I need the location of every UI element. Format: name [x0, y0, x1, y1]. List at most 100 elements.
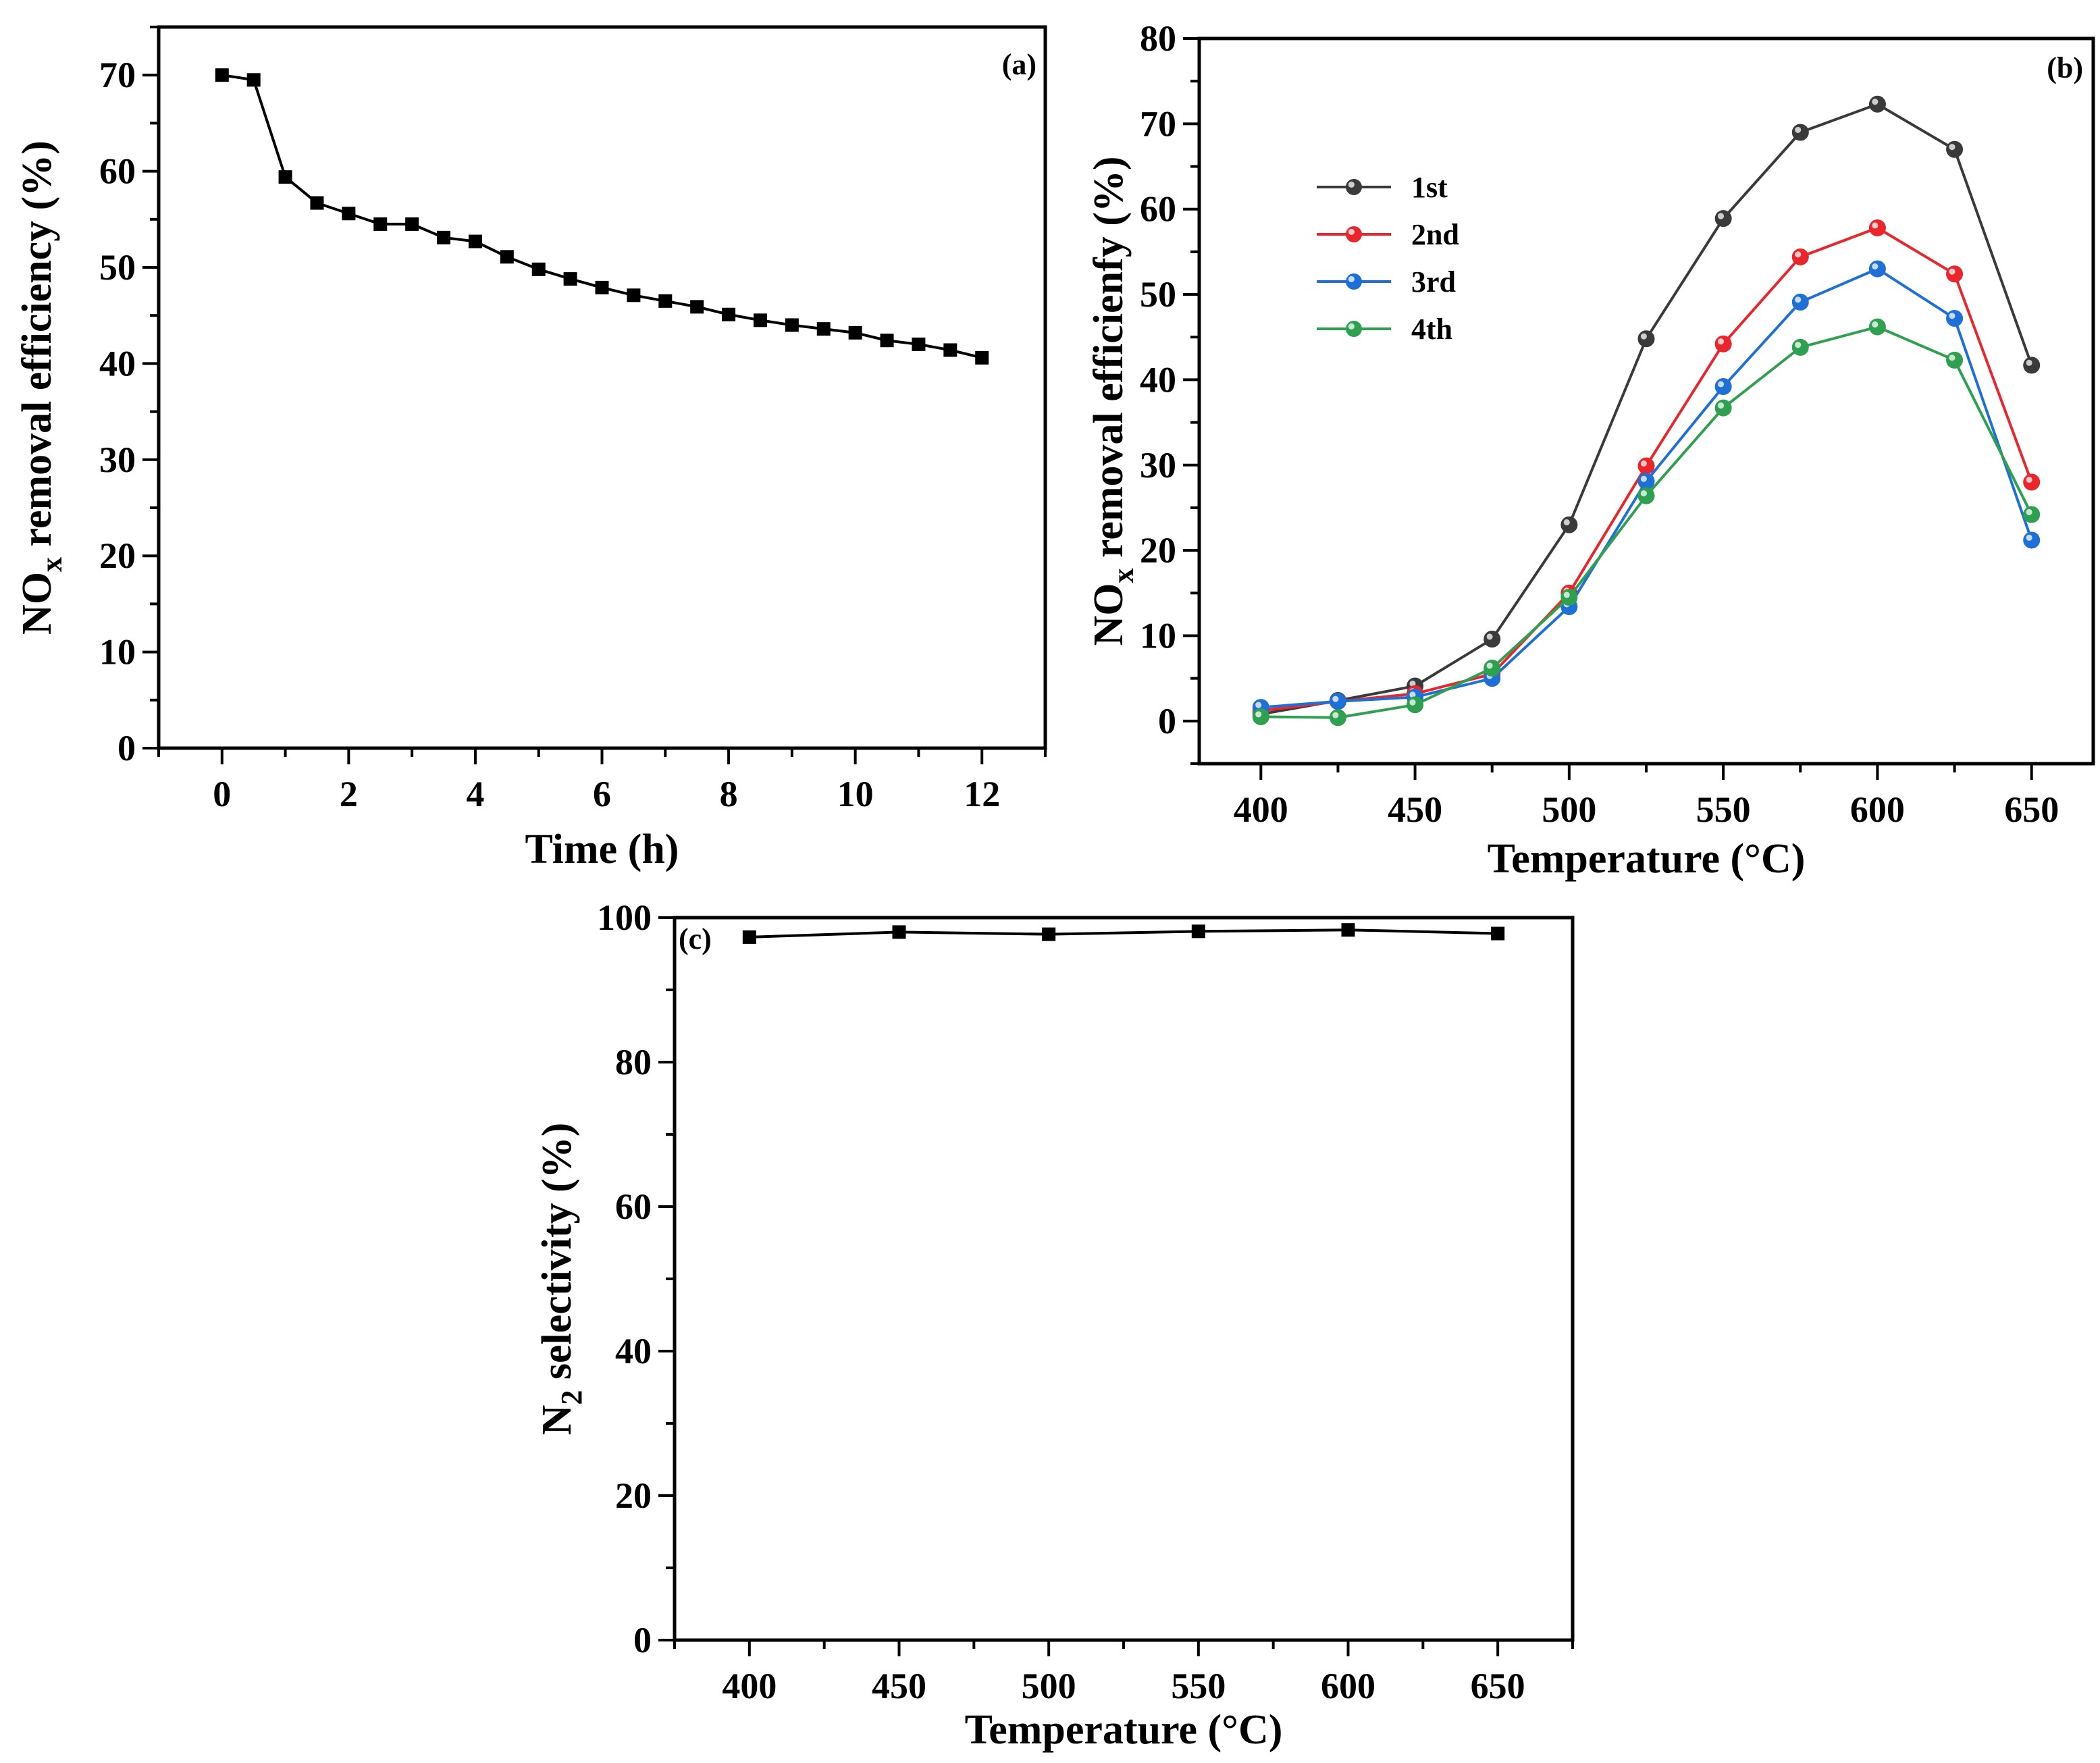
y-tick-label: 40 — [615, 1331, 652, 1371]
data-point — [880, 334, 894, 348]
legend-label: 1st — [1411, 171, 1448, 204]
legend-marker — [1346, 321, 1362, 337]
y-tick-label: 20 — [615, 1475, 652, 1516]
legend-label: 2nd — [1411, 218, 1459, 251]
y-tick-label: 0 — [117, 728, 136, 768]
panel-label: (a) — [1002, 48, 1036, 81]
series-line — [1260, 103, 2033, 716]
data-point — [1407, 696, 1424, 714]
y-tick-label: 10 — [99, 632, 136, 673]
x-tick-label: 650 — [1471, 1666, 1525, 1706]
data-point — [1868, 318, 1886, 336]
data-point — [1714, 335, 1732, 352]
data-point — [690, 300, 704, 314]
x-tick-label: 650 — [2004, 789, 2059, 830]
chart-panel-a: 0 2 4 6 8 10 12 0 10 20 30 40 50 60 70 Time (h) NOx remo… — [14, 25, 1047, 872]
x-tick-label: 450 — [872, 1666, 926, 1706]
data-point-highlight — [2026, 534, 2032, 541]
data-point — [722, 307, 736, 321]
data-point-highlight — [1563, 591, 1570, 598]
y-axis-label: NOx removal efficienfy (%) — [1086, 156, 1140, 646]
data-point-highlight — [1486, 662, 1493, 669]
x-tick-label: 600 — [1850, 789, 1905, 830]
series-line — [1261, 325, 2033, 719]
data-point-highlight — [1949, 144, 1955, 151]
plot-frame — [673, 916, 1575, 1642]
data-point — [816, 322, 831, 336]
y-tick-label: 70 — [1140, 103, 1176, 144]
data-point-highlight — [1332, 695, 1339, 702]
x-tick-label: 400 — [722, 1666, 777, 1706]
data-point — [1329, 709, 1346, 727]
data-point-highlight — [1409, 680, 1416, 687]
data-point-highlight — [1717, 402, 1725, 409]
y-axis-label-subscript: 2 — [555, 1390, 588, 1405]
data-point — [1637, 457, 1655, 475]
data-point-highlight — [1949, 268, 1955, 275]
y-tick-label: 20 — [99, 535, 136, 576]
chart-panel-c: 400 450 500 550 600 650 0 20 40 60 80 100 Temperatur… — [534, 897, 1575, 1753]
y-tick-label: 40 — [1140, 359, 1176, 400]
legend-label: 4th — [1411, 313, 1452, 346]
data-point-highlight — [1872, 222, 1879, 229]
data-point — [1484, 659, 1501, 677]
data-point-highlight — [1872, 263, 1879, 270]
y-axis-label: N2 selectivity (%) — [534, 1123, 588, 1436]
data-point-highlight — [1717, 338, 1725, 345]
data-point-highlight — [1409, 699, 1416, 706]
data-point — [1946, 309, 1964, 327]
x-tick-label: 0 — [213, 774, 231, 814]
data-point — [1868, 95, 1886, 113]
data-point — [1946, 265, 1964, 283]
data-point-highlight — [1332, 712, 1339, 718]
data-point-highlight — [2026, 476, 2032, 483]
y-tick-label: 80 — [615, 1042, 652, 1082]
x-tick-label: 550 — [1696, 789, 1751, 830]
x-axis-label: Temperature (°C) — [1488, 836, 1806, 882]
data-point — [1560, 516, 1578, 533]
data-point — [405, 217, 419, 231]
data-point-highlight — [1795, 296, 1802, 303]
y-tick-label: 0 — [1158, 701, 1176, 741]
legend-marker-highlight — [1348, 275, 1355, 282]
legend-marker-highlight — [1348, 228, 1355, 235]
data-point-highlight — [1949, 354, 1955, 361]
x-axis-label: Temperature (°C) — [965, 1707, 1283, 1753]
legend-label: 3rd — [1411, 265, 1456, 298]
y-axis-label-main: NO — [1086, 583, 1132, 646]
y-tick-label: 30 — [1140, 445, 1176, 485]
data-point — [658, 294, 673, 308]
data-point — [2023, 506, 2041, 523]
legend-marker — [1346, 179, 1362, 195]
y-axis-label-subscript: x — [1107, 569, 1140, 583]
x-tick-label: 550 — [1171, 1666, 1226, 1706]
y-tick-label: 20 — [1140, 530, 1176, 571]
data-point-highlight — [1255, 711, 1262, 718]
y-tick-label: 80 — [1140, 18, 1176, 59]
y-tick-label: 60 — [615, 1186, 652, 1227]
data-point-highlight — [1872, 99, 1879, 105]
y-tick-label: 70 — [99, 55, 136, 95]
data-point — [310, 196, 324, 210]
legend-marker-highlight — [1348, 181, 1355, 188]
data-point — [1946, 351, 1964, 369]
data-point-highlight — [1717, 213, 1725, 219]
panel-label: (b) — [2047, 51, 2083, 84]
data-point — [892, 925, 906, 939]
legend-marker — [1346, 273, 1362, 290]
x-axis-label: Time (h) — [525, 826, 679, 872]
data-point — [1042, 927, 1056, 941]
y-tick-label: 0 — [633, 1620, 652, 1660]
data-point — [2023, 357, 2041, 374]
data-point — [1714, 378, 1732, 396]
data-point-highlight — [1640, 490, 1647, 497]
data-point — [785, 318, 799, 332]
y-tick-label: 10 — [1140, 615, 1176, 656]
plot-frame — [157, 25, 1047, 750]
data-point — [1714, 210, 1732, 228]
y-axis-label-rest: removal efficiency (%) — [14, 140, 60, 557]
data-point — [373, 217, 388, 231]
data-point — [975, 350, 989, 365]
y-tick-label: 30 — [99, 440, 136, 480]
